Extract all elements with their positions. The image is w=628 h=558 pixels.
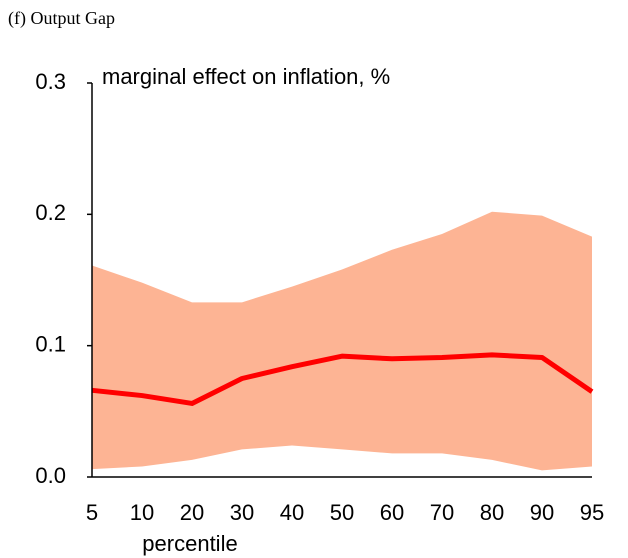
x-tick-label: 80 (480, 500, 504, 525)
confidence-band (92, 211, 592, 471)
x-tick-label: 30 (230, 500, 254, 525)
y-tick-label: 0.3 (35, 69, 66, 94)
x-tick-label: 90 (530, 500, 554, 525)
x-tick-label: 20 (180, 500, 204, 525)
x-tick-label: 50 (330, 500, 354, 525)
x-tick-label: 70 (430, 500, 454, 525)
x-tick-label: 40 (280, 500, 304, 525)
y-tick-label: 0.1 (35, 331, 66, 356)
y-tick-label: 0.0 (35, 463, 66, 488)
x-tick-label: 95 (580, 500, 604, 525)
x-tick-label: 60 (380, 500, 404, 525)
y-tick-label: 0.2 (35, 200, 66, 225)
x-axis-label: percentile (142, 531, 237, 556)
y-axis-label: marginal effect on inflation, % (102, 64, 390, 89)
chart-title: (f) Output Gap (8, 8, 115, 29)
x-tick-label: 10 (130, 500, 154, 525)
x-tick-label: 5 (86, 500, 98, 525)
line (91, 352, 594, 406)
